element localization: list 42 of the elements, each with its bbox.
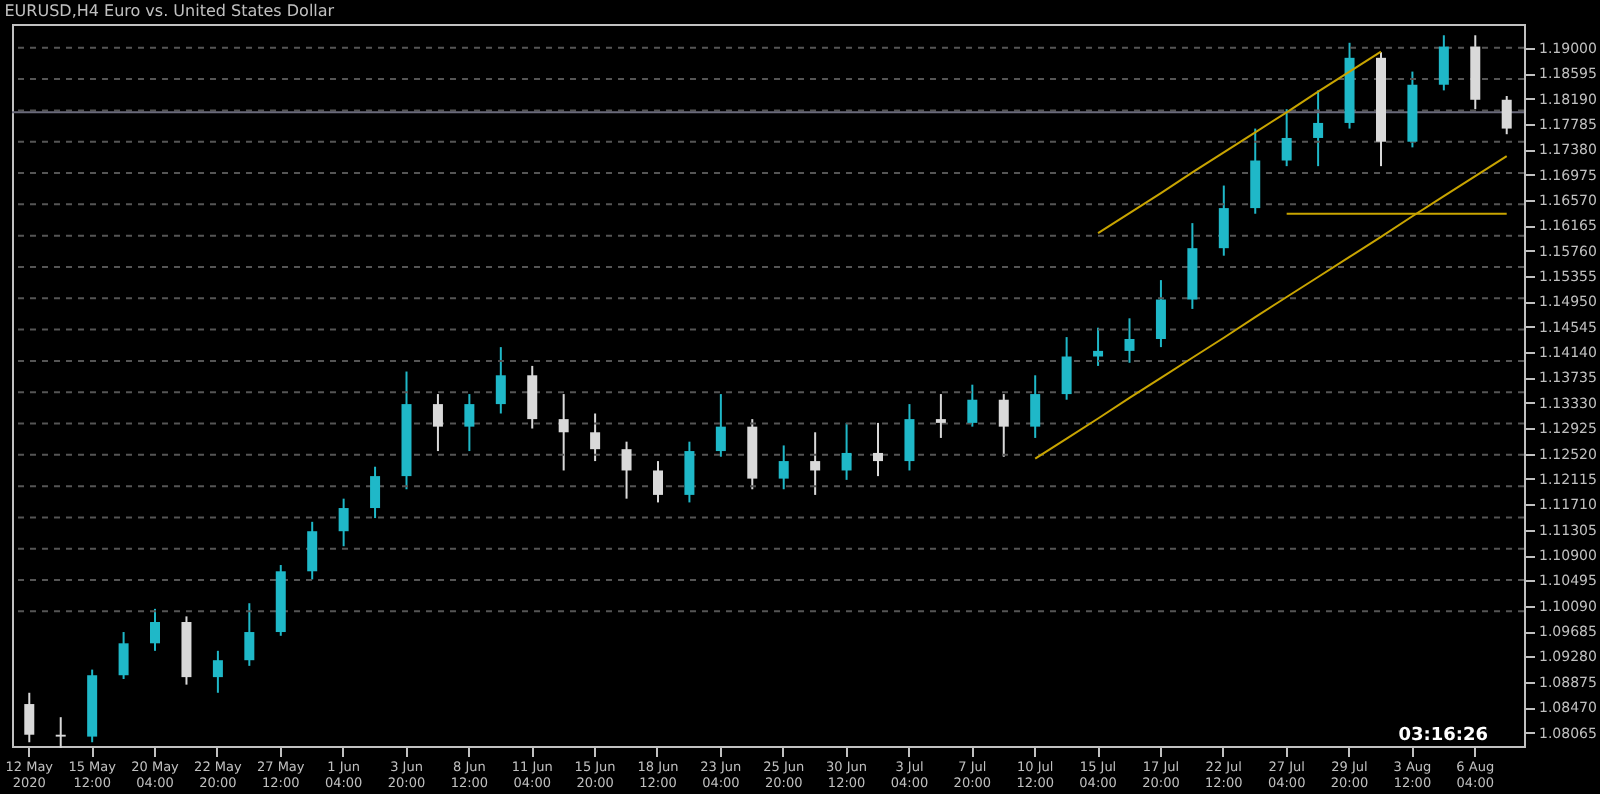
candlestick (1093, 326, 1104, 367)
candlestick (55, 716, 66, 749)
candlestick (1250, 127, 1261, 215)
candlestick (935, 393, 946, 439)
candlestick (590, 412, 601, 463)
candlestick (558, 393, 569, 472)
candlestick (1501, 95, 1512, 136)
candlestick (1155, 279, 1166, 349)
candlestick (873, 421, 884, 478)
candlestick (495, 346, 506, 415)
candlestick (967, 383, 978, 428)
candlestick (841, 421, 852, 481)
candlestick (904, 403, 915, 472)
candlestick (370, 465, 381, 520)
candlestick (1313, 89, 1324, 168)
candlestick (1124, 317, 1135, 364)
candlestick (1438, 34, 1449, 92)
candlestick (1281, 108, 1292, 168)
line-series (1034, 155, 1508, 460)
line-series (1097, 50, 1382, 235)
candlestick (715, 393, 726, 458)
candlestick (464, 393, 475, 453)
candlestick (810, 431, 821, 496)
candlestick (118, 631, 129, 680)
candlestick (778, 444, 789, 491)
candlestick (1061, 336, 1072, 401)
candlestick (212, 649, 223, 694)
chart-title: EURUSD,H4 Euro vs. United States Dollar (4, 2, 336, 20)
candlestick (150, 607, 161, 652)
candlestick (24, 691, 35, 744)
candlestick (244, 602, 255, 667)
candlestick (1218, 184, 1229, 257)
candlestick (527, 364, 538, 430)
candlestick (1030, 374, 1041, 439)
candlestick (338, 497, 349, 548)
annotation: 03:16:26 (1398, 726, 1488, 746)
candlestick (684, 440, 695, 504)
candlestick (621, 440, 632, 500)
candlestick (307, 520, 318, 581)
candlestick (998, 393, 1009, 458)
candlestick (652, 460, 663, 504)
candlestick (432, 393, 443, 453)
